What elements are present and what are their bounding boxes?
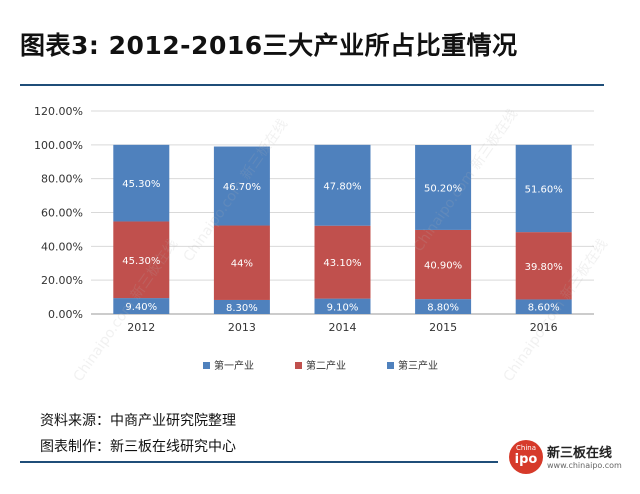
x-tick-label: 2014 bbox=[329, 321, 357, 334]
bar-segment bbox=[515, 299, 572, 314]
data-label: 9.10% bbox=[327, 302, 359, 313]
footer-divider bbox=[20, 461, 498, 463]
y-tick-label: 40.00% bbox=[41, 240, 83, 253]
data-label: 8.80% bbox=[427, 303, 459, 314]
y-tick-label: 20.00% bbox=[41, 274, 83, 287]
bar-segment bbox=[415, 229, 472, 300]
data-label: 51.60% bbox=[525, 184, 563, 195]
legend-label: 第二产业 bbox=[306, 359, 346, 372]
legend-label: 第一产业 bbox=[214, 359, 254, 372]
bar-segment bbox=[113, 221, 170, 299]
legend-label: 第三产业 bbox=[398, 359, 438, 372]
data-label: 43.10% bbox=[323, 258, 361, 269]
data-label: 44% bbox=[231, 259, 253, 270]
data-label: 50.20% bbox=[424, 183, 462, 194]
data-label: 47.80% bbox=[323, 181, 361, 192]
x-tick-label: 2015 bbox=[429, 321, 457, 334]
x-tick-label: 2013 bbox=[228, 321, 256, 334]
data-label: 45.30% bbox=[122, 179, 160, 190]
data-label: 8.60% bbox=[528, 303, 560, 314]
bar-segment bbox=[515, 144, 572, 233]
y-tick-label: 80.00% bbox=[41, 173, 83, 186]
brand-logo: China ipo 新三板在线 www.chinaipo.com bbox=[509, 440, 622, 476]
data-label: 8.30% bbox=[226, 303, 258, 314]
bar-segment bbox=[213, 225, 270, 300]
logo-url: www.chinaipo.com bbox=[547, 461, 622, 470]
chart-title: 图表3: 2012-2016三大产业所占比重情况 bbox=[20, 31, 518, 60]
bar-segment bbox=[213, 299, 270, 314]
source-note: 资料来源：中商产业研究院整理 bbox=[40, 413, 236, 429]
bar-segment bbox=[113, 298, 170, 314]
bar-segment bbox=[415, 299, 472, 314]
bar-segment bbox=[415, 145, 472, 230]
data-label: 39.80% bbox=[525, 262, 563, 273]
y-tick-label: 120.00% bbox=[34, 105, 83, 118]
stacked-bar-chart: 0.00% 20.00% 40.00% 60.00% 80.00% 100.00% 120.… bbox=[20, 96, 604, 386]
maker-note: 图表制作：新三板在线研究中心 bbox=[40, 439, 236, 455]
title-divider bbox=[20, 84, 604, 86]
chart-svg: 0.00% 20.00% 40.00% 60.00% 80.00% 100.00% 120.… bbox=[34, 105, 594, 372]
logo-badge-main: ipo bbox=[514, 452, 538, 467]
data-label: 9.40% bbox=[125, 302, 157, 313]
bar-segment bbox=[113, 144, 170, 222]
bar-segment bbox=[314, 225, 371, 299]
y-tick-label: 60.00% bbox=[41, 207, 83, 220]
x-tick-label: 2012 bbox=[127, 321, 155, 334]
logo-badge-icon: China ipo bbox=[509, 440, 543, 474]
logo-name: 新三板在线 bbox=[547, 446, 613, 461]
legend-swatch bbox=[203, 362, 210, 369]
data-label: 40.90% bbox=[424, 261, 462, 272]
x-tick-label: 2016 bbox=[530, 321, 558, 334]
bar-segment bbox=[314, 144, 371, 226]
data-label: 45.30% bbox=[122, 256, 160, 267]
legend-swatch bbox=[295, 362, 302, 369]
bar-segment bbox=[515, 232, 572, 300]
logo-badge-top: China bbox=[516, 444, 536, 452]
bar-segment bbox=[314, 298, 371, 314]
bar-segment bbox=[213, 146, 270, 226]
legend-swatch bbox=[387, 362, 394, 369]
y-tick-label: 100.00% bbox=[34, 139, 83, 152]
y-tick-label: 0.00% bbox=[48, 308, 83, 321]
data-label: 46.70% bbox=[223, 182, 261, 193]
